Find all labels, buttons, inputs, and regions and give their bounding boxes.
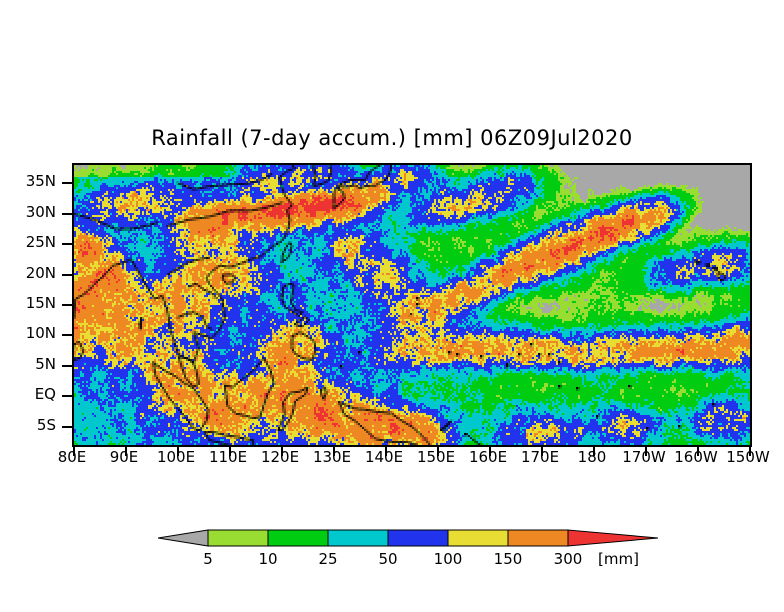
colorbar-swatch	[267, 529, 329, 547]
x-axis-tick	[437, 447, 439, 456]
x-axis-tick-label: 100E	[156, 448, 196, 466]
colorbar-tick-label: 150	[493, 550, 523, 568]
colorbar-swatch	[507, 529, 569, 547]
y-axis-tick	[62, 395, 72, 398]
x-axis-tick-label: 150E	[416, 448, 456, 466]
y-axis-tick	[62, 273, 72, 276]
x-axis-tick	[229, 447, 231, 456]
colorbar-swatch	[207, 529, 269, 547]
y-axis-tick-label: EQ	[34, 385, 56, 404]
colorbar-tick-label: 300	[553, 550, 583, 568]
x-axis-tick	[749, 447, 751, 456]
x-axis-tick-label: 180	[577, 448, 607, 466]
x-axis-tick	[541, 447, 543, 456]
y-axis-tick	[62, 243, 72, 246]
colorbar-swatch	[387, 529, 449, 547]
x-axis-tick	[333, 447, 335, 456]
colorbar-tick-label: 25	[318, 550, 338, 568]
x-axis-tick-label: 80E	[57, 448, 87, 466]
colorbar-under-arrow	[158, 529, 209, 547]
x-axis-tick	[645, 447, 647, 456]
colorbar-tick-label: 10	[258, 550, 278, 568]
x-axis-tick	[593, 447, 595, 456]
colorbar-unit-label: [mm]	[598, 550, 639, 568]
x-axis-tick-label: 140E	[364, 448, 404, 466]
y-axis-tick-label: 25N	[25, 233, 56, 252]
x-axis-tick-label: 170W	[622, 448, 666, 466]
colorbar-swatches	[158, 529, 658, 547]
x-axis-tick	[281, 447, 283, 456]
rainfall-heatmap-canvas	[74, 165, 750, 445]
y-axis-tick	[62, 364, 72, 367]
x-axis-tick	[177, 447, 179, 456]
y-axis-tick-label: 15N	[25, 294, 56, 312]
colorbar: 5 10 25 50 100 150 300 [mm]	[158, 524, 658, 574]
x-axis-tick-label: 130E	[312, 448, 352, 466]
y-axis-tick-label: 10N	[25, 324, 56, 343]
page-title: Rainfall (7-day accum.) [mm] 06Z09Jul202…	[151, 126, 633, 150]
y-axis-tick-label: 35N	[25, 172, 56, 191]
y-axis-tick	[62, 182, 72, 185]
y-axis-tick	[62, 425, 72, 428]
y-axis-tick-label: 30N	[25, 202, 56, 221]
x-axis-tick	[489, 447, 491, 456]
map-plot-area	[62, 163, 752, 456]
y-axis-tick-label: 5N	[35, 354, 56, 373]
colorbar-over-arrow	[567, 529, 658, 547]
y-axis-tick	[62, 304, 72, 306]
colorbar-swatch	[327, 529, 389, 547]
x-axis-tick	[385, 447, 387, 456]
y-axis-tick-label: 5S	[36, 415, 56, 434]
x-axis-tick-label: 150W	[726, 448, 770, 466]
colorbar-swatch	[447, 529, 509, 547]
x-axis-tick-label: 160W	[674, 448, 718, 466]
x-axis-tick-label: 90E	[109, 448, 139, 466]
colorbar-tick-label: 50	[378, 550, 398, 568]
x-axis-tick	[73, 447, 75, 456]
x-axis-tick-label: 170E	[520, 448, 560, 466]
y-axis-tick	[62, 334, 72, 337]
y-axis-tick	[62, 212, 72, 215]
colorbar-tick-label: 100	[433, 550, 463, 568]
x-axis-tick-label: 160E	[468, 448, 508, 466]
x-axis-tick	[697, 447, 699, 456]
colorbar-tick-label: 5	[203, 550, 213, 568]
x-axis-tick	[125, 447, 127, 456]
y-axis-tick-label: 20N	[25, 263, 56, 282]
x-axis-tick-label: 120E	[260, 448, 300, 466]
x-axis-tick-label: 110E	[208, 448, 248, 466]
